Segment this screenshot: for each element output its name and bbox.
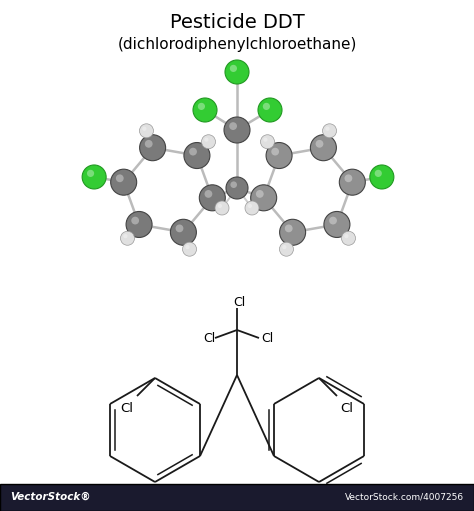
- Text: Pesticide DDT: Pesticide DDT: [170, 12, 304, 32]
- Circle shape: [184, 143, 210, 169]
- Circle shape: [131, 217, 139, 224]
- Text: Cl: Cl: [340, 402, 354, 414]
- Circle shape: [339, 169, 365, 195]
- Circle shape: [271, 148, 279, 155]
- Circle shape: [116, 174, 124, 182]
- Circle shape: [140, 135, 165, 161]
- Circle shape: [82, 165, 106, 189]
- Circle shape: [316, 140, 323, 148]
- Circle shape: [87, 170, 94, 177]
- Circle shape: [126, 212, 152, 238]
- Circle shape: [215, 201, 229, 215]
- Circle shape: [310, 135, 337, 161]
- Circle shape: [266, 143, 292, 169]
- Circle shape: [285, 224, 292, 233]
- Text: (dichlorodiphenylchloroethane): (dichlorodiphenylchloroethane): [117, 36, 357, 52]
- Circle shape: [263, 137, 267, 142]
- Circle shape: [370, 165, 394, 189]
- Circle shape: [374, 170, 382, 177]
- Circle shape: [230, 65, 237, 72]
- Circle shape: [185, 245, 190, 249]
- Circle shape: [218, 204, 222, 208]
- Circle shape: [341, 231, 356, 245]
- Text: Cl: Cl: [120, 402, 134, 414]
- Circle shape: [120, 231, 135, 245]
- Text: Cl: Cl: [233, 295, 245, 309]
- Text: VectorStock.com/4007256: VectorStock.com/4007256: [345, 493, 464, 501]
- Text: Cl: Cl: [261, 332, 273, 344]
- Circle shape: [226, 177, 248, 199]
- Circle shape: [123, 234, 128, 238]
- Circle shape: [258, 98, 282, 122]
- Circle shape: [344, 234, 348, 238]
- Circle shape: [111, 169, 137, 195]
- Text: Cl: Cl: [203, 332, 215, 344]
- Circle shape: [204, 190, 212, 198]
- Circle shape: [322, 124, 337, 138]
- Circle shape: [324, 212, 350, 238]
- Circle shape: [204, 137, 209, 142]
- Circle shape: [280, 242, 293, 256]
- Circle shape: [182, 242, 197, 256]
- Circle shape: [189, 148, 197, 155]
- Circle shape: [251, 185, 277, 211]
- Circle shape: [280, 219, 306, 245]
- Circle shape: [199, 185, 225, 211]
- Text: VectorStock®: VectorStock®: [10, 492, 91, 502]
- Circle shape: [345, 174, 352, 182]
- Circle shape: [256, 190, 264, 198]
- Circle shape: [329, 217, 337, 224]
- Circle shape: [225, 60, 249, 84]
- Circle shape: [145, 140, 153, 148]
- Circle shape: [139, 124, 154, 138]
- Circle shape: [224, 117, 250, 143]
- Circle shape: [142, 127, 146, 131]
- Circle shape: [263, 103, 270, 110]
- Circle shape: [245, 201, 259, 215]
- Circle shape: [201, 135, 216, 149]
- Circle shape: [261, 135, 274, 149]
- Circle shape: [198, 103, 205, 110]
- Circle shape: [230, 181, 237, 188]
- FancyBboxPatch shape: [0, 484, 474, 511]
- Circle shape: [325, 127, 329, 131]
- Circle shape: [193, 98, 217, 122]
- Circle shape: [248, 204, 252, 208]
- Circle shape: [229, 122, 237, 130]
- Circle shape: [170, 219, 196, 245]
- Circle shape: [175, 224, 183, 233]
- Circle shape: [282, 245, 286, 249]
